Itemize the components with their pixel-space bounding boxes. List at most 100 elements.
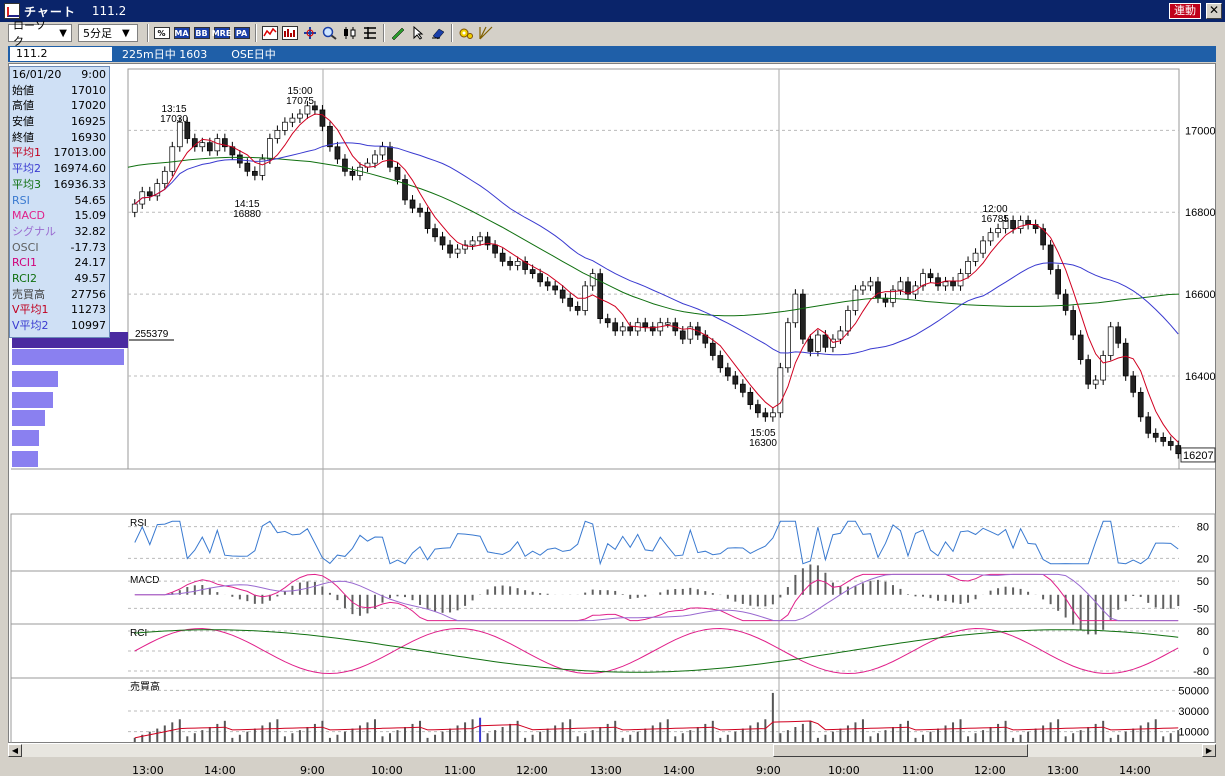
candle-body [777,367,784,414]
candle-body [297,113,303,119]
interval-select[interactable]: 5分足 ▼ [78,24,138,42]
macd-tick-label: -50 [1193,603,1209,615]
candle-body [1077,334,1084,360]
info-value: 17013.00 [53,146,107,160]
volume-profile-bar [12,410,45,426]
candle-body [732,375,739,385]
moving-average-3-line [127,156,1180,317]
candle-body [1160,437,1167,442]
volume-panel-label: 売買高 [130,680,160,693]
toolbar: ローソク ▼ 5分足 ▼ % MA BB MRE PA [0,19,1225,48]
toolbar-divider [451,24,453,42]
mre-button[interactable]: MRE [212,24,231,42]
time-axis-label: 14:00 [1119,764,1151,776]
arrow-cursor-icon [413,26,423,40]
volume-profile-bar [12,451,38,467]
info-value: 54.65 [74,193,107,207]
zoom-button[interactable] [320,24,339,42]
info-row: MACD 15.09 [10,208,109,224]
scroll-right-button[interactable]: ▶ [1202,744,1216,757]
candle-body [890,289,896,303]
candle-body [282,121,288,131]
candle-body [1010,220,1016,229]
candle-body [995,228,1001,234]
info-row: 平均2 16974.60 [10,161,109,177]
layout-button[interactable] [360,24,379,42]
close-button[interactable]: ✕ [1206,3,1222,19]
candle-body [792,293,799,324]
moving-average-1-line [134,113,1179,443]
linked-toggle-button[interactable]: 連動 [1169,3,1201,19]
price-tick-label: 16600 [1185,289,1216,301]
bar-chart-button[interactable] [280,24,299,42]
line-chart-icon [261,26,278,40]
info-row: RSI 54.65 [10,193,109,209]
rci-tick-label: -80 [1193,666,1209,678]
candle-body [627,326,634,332]
annotation-price: 16785 [981,214,1009,225]
chart-area[interactable]: 17000 16800 16600 16400 16207 13:15 17030 14:15… [8,63,1217,744]
candle-body [747,391,754,405]
candle-body [574,306,581,311]
candle-body [1100,355,1107,381]
toolbar-divider [383,24,385,42]
code-field[interactable]: 111.2 [10,47,112,61]
candle-body [131,203,138,213]
rsi-tick-label: 20 [1197,553,1209,565]
info-row: シグナル 32.82 [10,224,109,240]
annotation-price: 17030 [160,114,188,125]
crosshair-icon [303,27,316,39]
rci1-line [134,627,1179,675]
ma-button[interactable]: MA [172,24,191,42]
candle-body [221,138,228,148]
rci-tick-label: 0 [1203,646,1209,658]
trendline-button[interactable] [476,24,495,42]
candle-settings-button[interactable] [340,24,359,42]
scroll-thumb[interactable] [773,744,1028,757]
horizontal-scrollbar[interactable]: ◀ ▶ [8,743,1216,757]
annotation-time: 15:05 [750,428,775,439]
time-axis-label: 11:00 [902,764,934,776]
settings-button[interactable] [456,24,475,42]
line-chart-button[interactable] [260,24,279,42]
candle-body [1145,416,1152,434]
candle-body [867,281,874,287]
indicator-config-button[interactable]: % [152,24,171,42]
macd-panel-label: MACD [130,575,159,586]
info-value: 16930 [71,130,106,144]
candle-body [289,117,296,123]
bb-button[interactable]: BB [192,24,211,42]
candle-body [342,158,348,172]
current-price-label: 16207 [1183,450,1214,462]
mre-icon: MRE [211,27,232,39]
crosshair-button[interactable] [300,24,319,42]
pointer-button[interactable] [408,24,427,42]
draw-line-button[interactable] [388,24,407,42]
candle-body [1085,359,1092,385]
candle-body [1137,391,1144,418]
candle-body [522,261,528,270]
candle-body [1175,445,1182,455]
eraser-button[interactable] [428,24,447,42]
candle-body [679,330,686,340]
pa-button[interactable]: PA [232,24,251,42]
price-tick-label: 16400 [1185,371,1216,383]
time-axis-label: 13:00 [1047,764,1079,776]
candle-body [184,121,191,139]
candle-body [619,326,626,332]
candle-body [274,130,281,139]
moving-average-2-line [134,142,1179,356]
annotation-time: 13:15 [161,104,186,115]
candle-body [484,236,491,246]
window-title-code: 111.2 [91,4,127,18]
info-value: 24.17 [74,256,107,270]
info-row: 平均3 16936.33 [10,177,109,193]
window-title: チャート [24,4,76,19]
chart-type-select[interactable]: ローソク ▼ [8,19,72,48]
candle-body [965,261,971,274]
info-row: 平均1 17013.00 [10,145,109,161]
scroll-left-button[interactable]: ◀ [8,744,22,757]
chart-app-icon [4,3,20,19]
candle-body [1167,441,1174,446]
